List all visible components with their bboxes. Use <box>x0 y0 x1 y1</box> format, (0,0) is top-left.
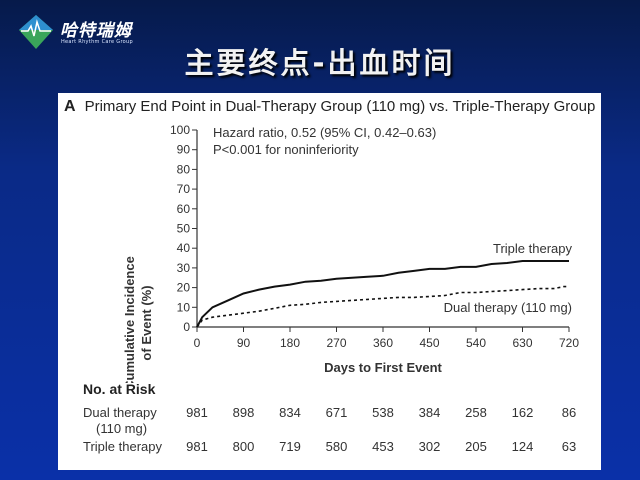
logo-english-name: Heart Rhythm Care Group <box>61 39 133 45</box>
risk-value: 981 <box>186 405 208 420</box>
risk-value: 800 <box>232 439 255 454</box>
x-axis-label: Days to First Event <box>324 360 442 375</box>
risk-value: 205 <box>465 439 487 454</box>
risk-value: 302 <box>418 439 441 454</box>
y-tick-label: 80 <box>177 162 191 176</box>
dual-therapy-line <box>196 285 569 328</box>
x-axis: 0 90 180 270 360 450 540 630 720 <box>194 326 579 350</box>
x-tick-label: 0 <box>194 336 201 350</box>
hazard-ratio-annotation: Hazard ratio, 0.52 (95% CI, 0.42–0.63) <box>213 125 436 140</box>
risk-value: 898 <box>232 405 255 420</box>
risk-value: 63 <box>561 439 577 454</box>
logo: 哈特瑞姆 Heart Rhythm Care Group <box>18 12 138 52</box>
triple-therapy-line <box>196 260 569 328</box>
x-tick-label: 360 <box>373 336 393 350</box>
x-tick-label: 540 <box>466 336 486 350</box>
risk-value: 981 <box>186 439 208 454</box>
y-tick-label: 90 <box>177 143 191 157</box>
plot-lines <box>196 260 569 328</box>
risk-table-title: No. at Risk <box>83 381 156 397</box>
y-tick-label: 100 <box>170 123 190 137</box>
x-tick-label: 90 <box>237 336 251 350</box>
y-tick-label: 30 <box>177 261 191 275</box>
y-tick-label: 60 <box>177 202 191 216</box>
y-axis-label-line1: Cumulative Incidence <box>122 256 137 383</box>
risk-value: 124 <box>511 439 534 454</box>
logo-chinese-name: 哈特瑞姆 <box>60 21 132 41</box>
y-axis: 0 10 20 30 40 50 60 70 80 90 100 <box>170 123 198 334</box>
x-tick-label: 450 <box>419 336 439 350</box>
logo-diamond-icon <box>19 15 53 49</box>
triple-therapy-label: Triple therapy <box>493 241 572 256</box>
risk-value: 162 <box>511 405 534 420</box>
y-tick-label: 20 <box>177 281 191 295</box>
y-tick-label: 0 <box>183 320 190 334</box>
y-tick-label: 50 <box>177 222 191 236</box>
y-tick-label: 10 <box>177 300 191 314</box>
risk-value: 384 <box>418 405 441 420</box>
panel-letter: A <box>64 98 76 115</box>
slide-title: 主要终点-出血时间 <box>184 46 456 80</box>
x-tick-label: 720 <box>559 336 579 350</box>
y-tick-label: 70 <box>177 182 191 196</box>
km-chart: 0 10 20 30 40 50 60 70 80 90 100 0 90 180 270 360 450 54… <box>122 123 579 383</box>
risk-value: 580 <box>325 439 348 454</box>
risk-value: 671 <box>325 405 348 420</box>
x-tick-label: 630 <box>512 336 532 350</box>
chart-title: A Primary End Point in Dual-Therapy Group… <box>64 98 595 116</box>
risk-value: 834 <box>279 405 301 420</box>
risk-value: 719 <box>279 439 301 454</box>
chart-panel: A Primary End Point in Dual-Therapy Group… <box>58 93 601 470</box>
risk-value: 86 <box>561 405 577 420</box>
dual-therapy-label: Dual therapy (110 mg) <box>444 300 572 315</box>
risk-value: 453 <box>372 439 394 454</box>
risk-row-label-triple: Triple therapy <box>83 439 162 454</box>
y-axis-label-line2: of Event (%) <box>139 285 154 360</box>
p-value-annotation: P<0.001 for noninferiority <box>213 142 359 157</box>
panel-title-text: Primary End Point in Dual-Therapy Group … <box>84 98 596 115</box>
risk-value: 538 <box>372 405 394 420</box>
risk-row-label-dual: Dual therapy <box>83 405 157 420</box>
x-tick-label: 270 <box>326 336 346 350</box>
risk-row-label-dual-dose: (110 mg) <box>96 421 148 436</box>
risk-value: 258 <box>465 405 487 420</box>
y-tick-label: 40 <box>177 241 191 255</box>
x-tick-label: 180 <box>280 336 300 350</box>
